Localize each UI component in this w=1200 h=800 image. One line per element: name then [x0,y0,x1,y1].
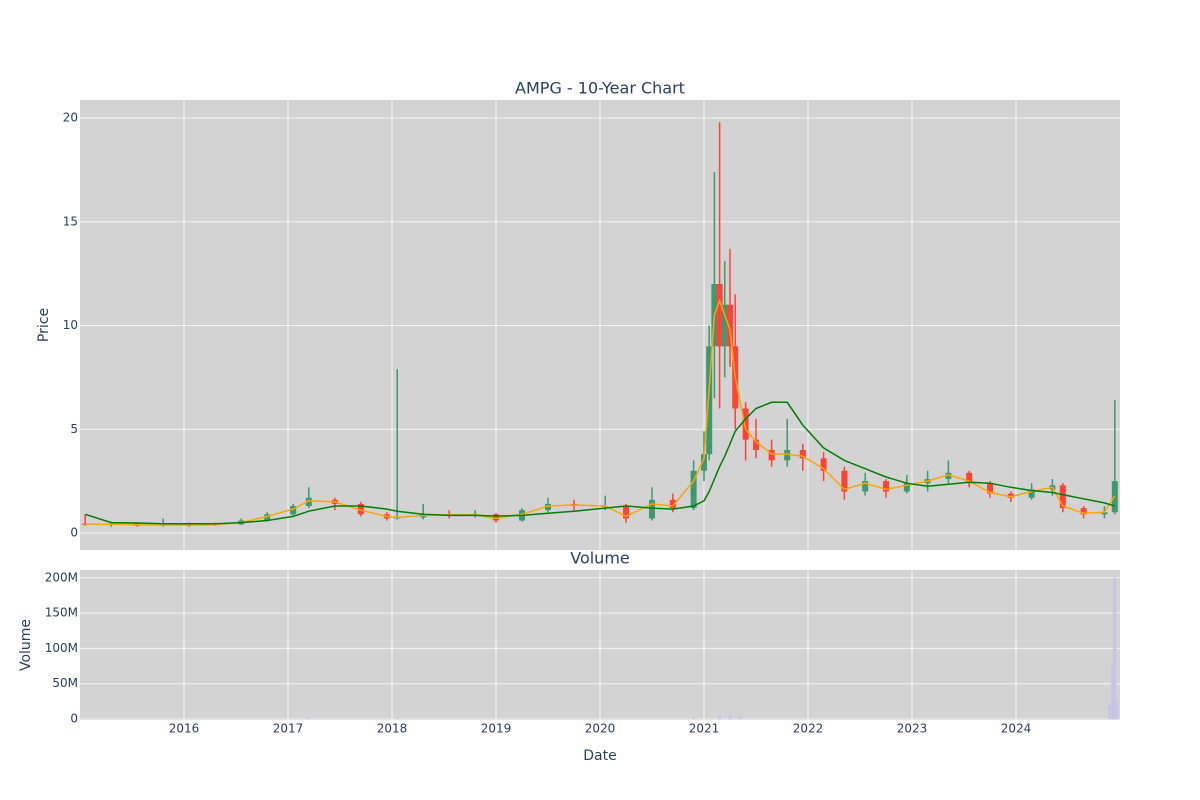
candle-body [987,483,993,494]
y-tick-label: 15 [63,214,78,228]
y-tick-label: 5 [70,422,78,436]
candle-body [883,481,889,492]
candle-body [1028,489,1035,498]
candle-body [721,304,728,347]
candle-body [784,450,791,461]
x-tick-label: 2018 [377,722,408,736]
volume-bar [1108,704,1112,720]
candle-body [545,503,551,511]
candle-body [305,497,312,507]
y-tick-label: 100M [45,641,78,655]
candle-body [290,506,297,515]
x-tick-label: 2024 [1001,722,1032,736]
y-tick-label: 20 [63,111,78,125]
candle-body [1101,512,1108,515]
x-tick-label: 2019 [481,722,512,736]
candle-body [742,408,749,440]
chart-title: AMPG - 10-Year Chart [515,79,685,98]
volume-bar [395,717,399,720]
y-tick-label: 50M [52,676,78,690]
candle-body [768,450,775,461]
volume-bar [692,717,696,720]
volume-bar [1111,662,1115,720]
candle-body [716,284,723,347]
x-tick-label: 2020 [585,722,616,736]
x-axis-label: Date [583,748,616,764]
y-tick-label: 150M [45,606,78,620]
candle-body [623,506,629,519]
candle-body [357,503,364,515]
volume-bar [728,714,732,720]
x-tick-label: 2016 [169,722,200,736]
candle-body [706,346,713,455]
candle-body [1007,493,1014,498]
volume-title: Volume [570,549,630,568]
x-tick-label: 2017 [273,722,304,736]
candle-body [966,472,973,484]
volume-axis-label: Volume [18,619,34,671]
volume-bar [307,717,311,720]
candle-body [1059,485,1066,509]
y-tick-label: 0 [70,525,78,539]
candle-body [753,439,759,450]
y-tick-label: 10 [63,318,78,332]
y-tick-label: 0 [70,712,78,726]
candle-body [701,454,707,471]
volume-bar [1115,701,1119,720]
candle-body [945,472,952,480]
candle-body [841,470,848,492]
y-axis-label: Price [36,308,52,342]
candle-body [799,450,806,459]
moving-average-line [85,298,1116,526]
candle-body [820,458,827,471]
candle-body [264,514,271,521]
volume-bar [718,715,722,720]
candle-body [690,470,697,509]
candle-body [1080,508,1087,515]
volume-bar [738,716,742,720]
moving-average-line [84,401,1116,525]
x-tick-label: 2021 [689,722,720,736]
x-tick-label: 2023 [897,722,928,736]
volume-bar [1113,577,1117,720]
candle-body [903,483,910,492]
candle-body [493,514,499,521]
y-tick-label: 200M [45,570,78,584]
x-tick-label: 2022 [793,722,824,736]
candle-body [649,499,655,519]
candle-body [862,481,869,492]
candle-body [669,499,676,509]
candle-body [727,304,733,347]
